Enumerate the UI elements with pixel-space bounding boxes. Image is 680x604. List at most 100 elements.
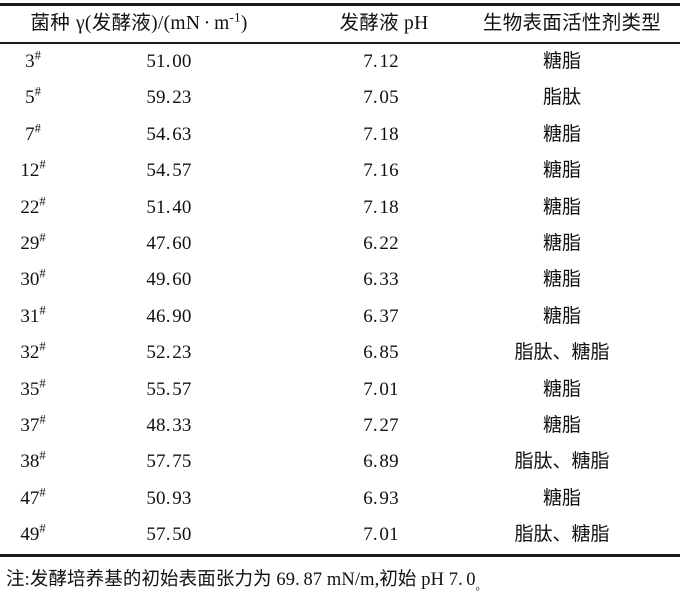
cell-surface-tension: 54.57 bbox=[72, 153, 310, 189]
strain-number: 35 bbox=[20, 378, 40, 400]
table-row: 38# 57.75 6.89 脂肽、糖脂 bbox=[0, 444, 680, 480]
decimal-point: . bbox=[372, 87, 378, 109]
strain-number: 7 bbox=[25, 123, 35, 145]
strain-hash-superscript: # bbox=[39, 303, 46, 318]
decimal-point: . bbox=[372, 415, 378, 437]
cell-ph: 6.89 bbox=[310, 444, 458, 480]
ph-integer: 6 bbox=[363, 342, 373, 364]
header-row: 菌种 γ(发酵液)/(mN · m-1) 发酵液 pH 生物表面活性剂类型 bbox=[0, 6, 680, 42]
ph-integer: 6 bbox=[363, 451, 373, 473]
strain-number: 12 bbox=[20, 160, 40, 182]
surface-tension-integer: 54 bbox=[146, 123, 166, 145]
cell-ph: 6.37 bbox=[310, 299, 458, 335]
cell-surface-tension: 59.23 bbox=[72, 80, 310, 116]
surface-tension-decimal: 60 bbox=[172, 233, 192, 255]
ph-integer: 7 bbox=[363, 415, 373, 437]
cell-strain: 29# bbox=[0, 226, 72, 262]
ph-decimal: 18 bbox=[379, 196, 399, 218]
decimal-point: . bbox=[372, 160, 378, 182]
strain-number: 3 bbox=[25, 51, 35, 72]
ph-integer: 7 bbox=[363, 378, 373, 400]
surface-tension-decimal: 50 bbox=[172, 524, 192, 546]
cell-biosurfactant-type: 糖脂 bbox=[542, 487, 581, 509]
strain-hash-superscript: # bbox=[39, 157, 46, 172]
surface-tension-decimal: 00 bbox=[172, 51, 192, 72]
strain-number: 37 bbox=[20, 415, 40, 437]
strain-hash-superscript: # bbox=[39, 521, 46, 536]
ph-decimal: 05 bbox=[379, 87, 399, 109]
decimal-point: . bbox=[165, 51, 171, 72]
surface-tension-decimal: 57 bbox=[172, 160, 192, 182]
header-separator-rule bbox=[0, 42, 680, 44]
cell-ph: 7.01 bbox=[310, 372, 458, 408]
table-row: 29# 47.60 6.22 糖脂 bbox=[0, 226, 680, 262]
table-row: 31# 46.90 6.37 糖脂 bbox=[0, 299, 680, 335]
cell-biosurfactant-type: 糖脂 bbox=[542, 51, 581, 72]
footnote-tail: 0 bbox=[466, 569, 476, 590]
cell-strain: 30# bbox=[0, 262, 72, 298]
surface-tension-decimal: 63 bbox=[172, 123, 192, 145]
ph-decimal: 16 bbox=[379, 160, 399, 182]
cell-surface-tension: 52.23 bbox=[72, 335, 310, 371]
strain-number: 22 bbox=[20, 196, 40, 218]
strain-number: 29 bbox=[20, 233, 40, 255]
decimal-point: . bbox=[372, 487, 378, 509]
gamma-header-suffix: ) bbox=[240, 13, 248, 34]
surface-tension-decimal: 23 bbox=[172, 87, 192, 109]
strain-hash-superscript: # bbox=[34, 121, 41, 136]
cell-biosurfactant-type: 糖脂 bbox=[542, 196, 581, 218]
surface-tension-decimal: 40 bbox=[172, 196, 192, 218]
ph-integer: 6 bbox=[363, 487, 373, 509]
ph-decimal: 01 bbox=[379, 524, 399, 546]
decimal-point: . bbox=[165, 342, 171, 364]
ph-integer: 7 bbox=[363, 524, 373, 546]
surface-tension-integer: 51 bbox=[146, 51, 166, 72]
surface-tension-integer: 57 bbox=[146, 524, 166, 546]
ph-decimal: 22 bbox=[379, 233, 399, 255]
table-row: 7# 54.63 7.18 糖脂 bbox=[0, 117, 680, 153]
decimal-point: . bbox=[165, 196, 171, 218]
surface-tension-decimal: 90 bbox=[172, 305, 192, 327]
cell-strain: 37# bbox=[0, 408, 72, 444]
cell-biosurfactant-type: 糖脂 bbox=[542, 269, 581, 291]
decimal-point: . bbox=[165, 451, 171, 473]
strain-number: 30 bbox=[20, 269, 40, 291]
cell-strain: 47# bbox=[0, 481, 72, 517]
ph-integer: 6 bbox=[363, 269, 373, 291]
decimal-point: . bbox=[372, 342, 378, 364]
decimal-point: . bbox=[165, 305, 171, 327]
decimal-point: . bbox=[372, 524, 378, 546]
cell-strain: 3# bbox=[0, 44, 72, 80]
surface-tension-decimal: 60 bbox=[172, 269, 192, 291]
footnote-mid: 87 mN/m,初始 pH 7. bbox=[303, 569, 463, 590]
cell-biosurfactant-type: 脂肽、糖脂 bbox=[514, 342, 610, 364]
surface-tension-integer: 48 bbox=[146, 415, 166, 437]
surface-tension-integer: 51 bbox=[146, 196, 166, 218]
column-header-surface-tension: γ(发酵液)/(mN · m-1) bbox=[72, 6, 310, 42]
decimal-point: . bbox=[165, 378, 171, 400]
cell-surface-tension: 55.57 bbox=[72, 372, 310, 408]
strain-hash-superscript: # bbox=[34, 48, 41, 63]
table-header: 菌种 γ(发酵液)/(mN · m-1) 发酵液 pH 生物表面活性剂类型 bbox=[0, 6, 680, 42]
cell-surface-tension: 48.33 bbox=[72, 408, 310, 444]
cell-biosurfactant-type: 糖脂 bbox=[542, 378, 581, 400]
footnote-prefix: 注:发酵培养基的初始表面张力为 69. bbox=[6, 569, 300, 590]
cell-strain: 32# bbox=[0, 335, 72, 371]
cell-surface-tension: 54.63 bbox=[72, 117, 310, 153]
cell-ph: 7.18 bbox=[310, 190, 458, 226]
cell-surface-tension: 57.75 bbox=[72, 444, 310, 480]
cell-ph: 7.18 bbox=[310, 117, 458, 153]
ph-decimal: 37 bbox=[379, 305, 399, 327]
cell-ph: 6.22 bbox=[310, 226, 458, 262]
surface-tension-decimal: 33 bbox=[172, 415, 192, 437]
surfactant-results-table: 菌种 γ(发酵液)/(mN · m-1) 发酵液 pH 生物表面活性剂类型 bbox=[0, 6, 680, 42]
cell-biosurfactant-type: 糖脂 bbox=[542, 305, 581, 327]
ph-integer: 6 bbox=[363, 305, 373, 327]
table-row: 22# 51.40 7.18 糖脂 bbox=[0, 190, 680, 226]
strain-hash-superscript: # bbox=[39, 449, 46, 464]
decimal-point: . bbox=[165, 233, 171, 255]
surface-tension-decimal: 23 bbox=[172, 342, 192, 364]
cell-ph: 7.05 bbox=[310, 80, 458, 116]
decimal-point: . bbox=[372, 378, 378, 400]
cell-surface-tension: 49.60 bbox=[72, 262, 310, 298]
